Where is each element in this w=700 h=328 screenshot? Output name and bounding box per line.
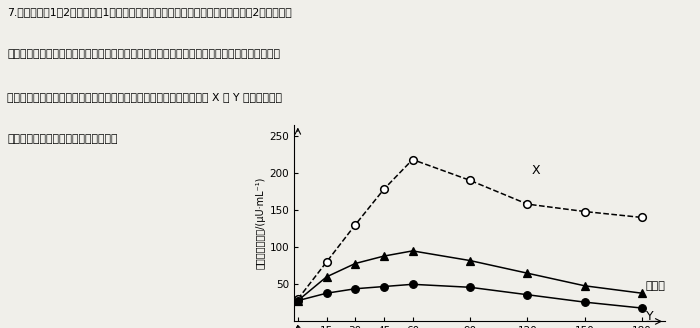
Text: 类型的糖尿病患者。下列说法正确的是: 类型的糖尿病患者。下列说法正确的是 xyxy=(7,134,118,144)
Text: 正常人: 正常人 xyxy=(646,281,666,291)
Text: Y: Y xyxy=(646,310,654,322)
Text: 切发病机理目前尚不明确，与遗传、环境、生活方式等密切相关，主要表现为胰岛素抵抗，即患: 切发病机理目前尚不明确，与遗传、环境、生活方式等密切相关，主要表现为胰岛素抵抗，… xyxy=(7,49,280,59)
Text: 7.糖尿病分为1、2两种类型，1型糖尿病由胰岛功能减退、分泌胰岛素减少所致，2型糖尿病确: 7.糖尿病分为1、2两种类型，1型糖尿病由胰岛功能减退、分泌胰岛素减少所致，2型… xyxy=(7,7,292,16)
Text: 者对胰岛素的敏感性下降。图示是不同人的胰岛素含量变化，其中曲线 X 和 Y 分别代表两种: 者对胰岛素的敏感性下降。图示是不同人的胰岛素含量变化，其中曲线 X 和 Y 分别… xyxy=(7,92,282,102)
Y-axis label: 血浆胰岛素浓度/(μU·mL⁻¹): 血浆胰岛素浓度/(μU·mL⁻¹) xyxy=(256,177,265,269)
Text: X: X xyxy=(531,164,540,176)
